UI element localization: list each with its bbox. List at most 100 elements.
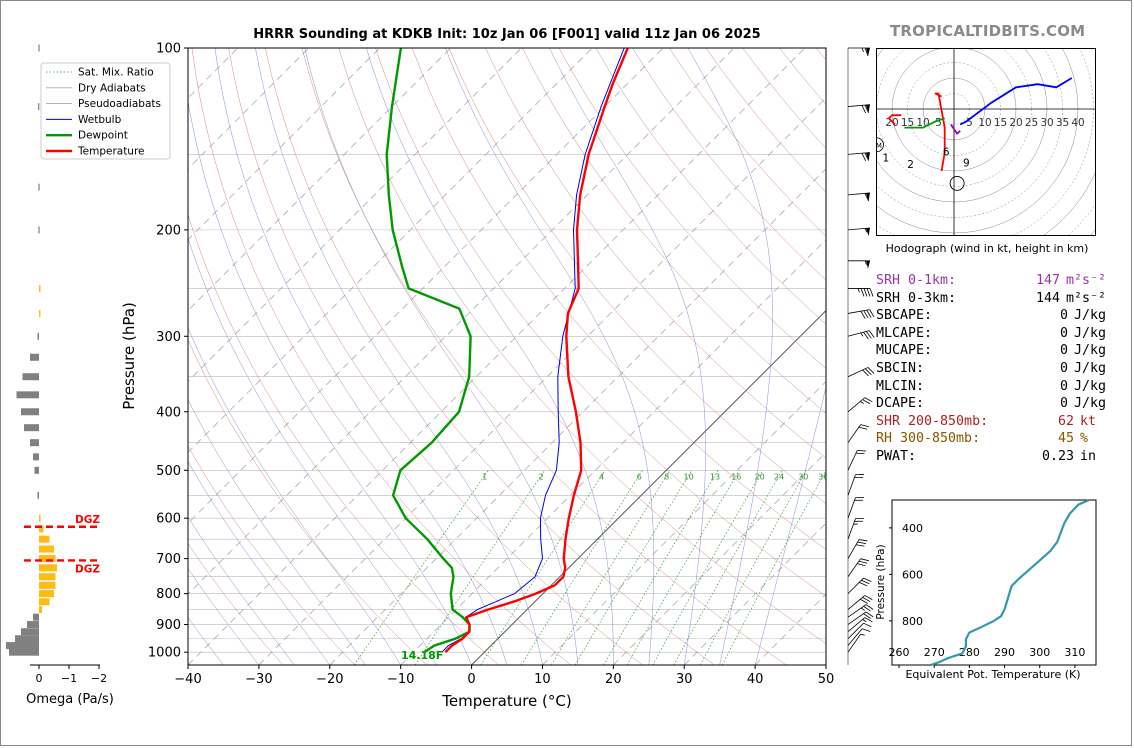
- dry-adiabat: [522, 48, 826, 414]
- skewt-x-axis-label: Temperature (°C): [441, 692, 571, 710]
- stat-label: SRH 0-1km:: [876, 273, 957, 288]
- skewt-y-tick-label: 700: [156, 552, 181, 567]
- wind-barb: [847, 227, 870, 237]
- legend-entry: Pseudoadiabats: [78, 98, 161, 110]
- stat-row: SRH 0-3km: 144 m²s⁻²: [876, 290, 1106, 308]
- hodo-segment-0-1km: [934, 92, 946, 172]
- stat-value: 0: [1059, 308, 1068, 324]
- wind-barb: [847, 628, 871, 646]
- stat-row: SBCIN: 0 J/kg: [876, 360, 1106, 378]
- wind-barb: [847, 474, 865, 496]
- stat-row: MUCAPE: 0 J/kg: [876, 342, 1106, 360]
- omega-bar: [37, 332, 39, 340]
- isotherm-line: [188, 48, 593, 453]
- pseudoadiabat: [445, 48, 655, 665]
- dry-adiabat: [338, 48, 826, 644]
- wind-barb: [847, 595, 873, 610]
- stat-row: RH 300-850mb: 45%: [876, 430, 1106, 448]
- hodo-height-label: 6: [943, 147, 950, 159]
- skewt-y-tick-label: 1000: [148, 646, 181, 661]
- hodo-ring: [876, 48, 1063, 218]
- theta-e-x-axis-label: Equivalent Pot. Temperature (K): [905, 668, 1080, 681]
- omega-bar: [39, 564, 57, 572]
- omega-bar: [9, 648, 39, 656]
- hodo-ring-label: 15: [901, 117, 914, 129]
- theta-e-y-axis-label: Pressure (hPa): [875, 544, 887, 619]
- wind-barb: [848, 260, 870, 269]
- omega-axis-label: Omega (Pa/s): [26, 692, 114, 707]
- stat-row: DCAPE: 0 J/kg: [876, 395, 1106, 413]
- stat-unit: kt: [1080, 413, 1097, 429]
- skewt-y-tick-label: 300: [156, 330, 181, 345]
- hodo-ring-label: 15: [994, 117, 1007, 129]
- hodo-height-label: 2: [907, 159, 914, 171]
- skewt-y-tick-label: 200: [156, 223, 181, 238]
- mixing-ratio-label: 6: [637, 473, 642, 482]
- mixing-ratio-line: [521, 470, 643, 665]
- mixing-ratio-line: [721, 470, 826, 665]
- omega-bar: [30, 353, 39, 361]
- dry-adiabat: [265, 48, 715, 665]
- dry-adiabat: [301, 48, 787, 665]
- skewt-frame: [187, 47, 827, 666]
- mixing-ratio-label: 20: [755, 473, 765, 482]
- mixing-ratio-label: 1: [482, 473, 487, 482]
- isotherm-line: [329, 168, 826, 665]
- omega-bar: [21, 628, 39, 636]
- stat-value: 0: [1059, 325, 1068, 341]
- hodo-ring: [876, 48, 1094, 236]
- stat-value: 45: [1057, 431, 1074, 447]
- dry-adiabat: [558, 48, 826, 369]
- dry-adiabat: [191, 48, 571, 665]
- skewt-y-tick-label: 900: [156, 618, 181, 633]
- skewt-y-tick-label: 600: [156, 512, 181, 527]
- stat-label: SRH 0-3km:: [876, 290, 957, 306]
- stat-unit: J/kg: [1073, 396, 1106, 412]
- dgz-label: DGZ: [75, 563, 100, 575]
- omega-bar: [15, 635, 39, 643]
- stat-label: MUCAPE:: [876, 343, 933, 359]
- wind-barb: [847, 449, 866, 471]
- pseudoadiabat: [255, 48, 543, 665]
- mixing-ratio-label: 16: [731, 473, 741, 482]
- pseudoadiabat: [188, 399, 366, 665]
- hodo-ring: [876, 48, 1098, 238]
- stat-value: 0: [1059, 343, 1068, 359]
- chart-title: HRRR Sounding at KDKB Init: 10z Jan 06 […: [253, 27, 761, 42]
- stat-unit: J/kg: [1073, 308, 1106, 324]
- omega-bar: [39, 284, 41, 292]
- legend-entry: Sat. Mix. Ratio: [78, 67, 154, 79]
- dry-adiabat: [411, 48, 826, 550]
- dry-adiabat: [595, 48, 826, 325]
- theta-e-y-tick-label: 800: [902, 615, 923, 628]
- wind-barb: [847, 611, 874, 625]
- hodo-ring-label: 25: [1025, 117, 1038, 129]
- theta-e-x-tick-label: 290: [994, 646, 1015, 659]
- hodo-ring-label: 35: [1056, 117, 1069, 129]
- stat-label: SBCIN:: [876, 360, 925, 376]
- omega-bar: [27, 621, 39, 629]
- stat-label: DCAPE:: [876, 396, 925, 412]
- omega-bar: [30, 439, 39, 447]
- skewt-x-tick-label: 20: [605, 672, 622, 687]
- skewt-y-tick-label: 500: [156, 464, 181, 479]
- theta-e-series: [930, 498, 1090, 667]
- pseudoadiabat: [304, 48, 579, 665]
- skewt-x-tick-label: 30: [676, 672, 693, 687]
- stat-label: SBCAPE:: [876, 308, 933, 324]
- omega-bar: [38, 103, 40, 111]
- isotherm-line: [542, 380, 826, 665]
- isotherm-line: [188, 48, 806, 665]
- skewt-x-tick-label: −30: [245, 672, 272, 687]
- wind-barb: [847, 397, 873, 413]
- omega-tick-label: −2: [91, 672, 107, 685]
- stat-value: 0: [1059, 396, 1068, 412]
- stat-label: RH 300-850mb:: [876, 431, 981, 447]
- omega-bar: [39, 573, 56, 581]
- skewt-y-tick-label: 800: [156, 587, 181, 602]
- omega-bar: [39, 598, 50, 606]
- stat-value: 0: [1059, 378, 1068, 394]
- omega-bar: [39, 590, 54, 598]
